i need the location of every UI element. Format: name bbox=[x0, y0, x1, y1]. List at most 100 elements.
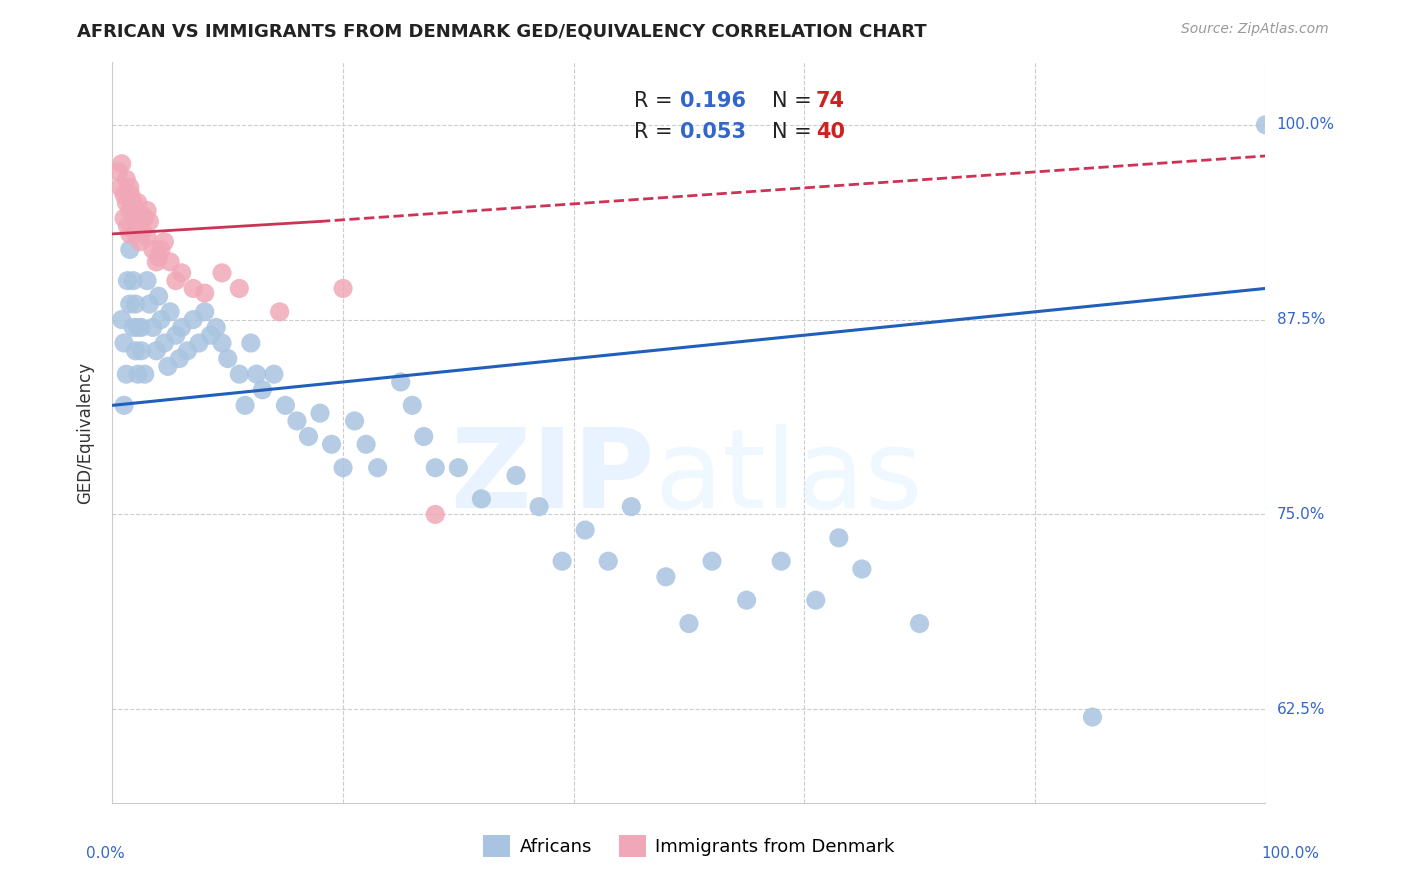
Point bbox=[118, 227, 141, 241]
Point bbox=[211, 336, 233, 351]
Text: 75.0%: 75.0% bbox=[1277, 507, 1324, 522]
Point bbox=[309, 406, 332, 420]
Point bbox=[138, 214, 160, 228]
Point bbox=[804, 593, 827, 607]
Point bbox=[169, 351, 191, 366]
Text: 0.053: 0.053 bbox=[679, 122, 745, 142]
Point bbox=[145, 255, 167, 269]
Text: 74: 74 bbox=[815, 91, 845, 111]
Point bbox=[115, 367, 138, 381]
Text: atlas: atlas bbox=[654, 424, 922, 531]
Point bbox=[228, 367, 250, 381]
Point bbox=[354, 437, 377, 451]
Point bbox=[181, 312, 204, 326]
Text: 87.5%: 87.5% bbox=[1277, 312, 1324, 327]
Point bbox=[252, 383, 274, 397]
Point bbox=[134, 367, 156, 381]
Point bbox=[118, 180, 141, 194]
Text: 40: 40 bbox=[815, 122, 845, 142]
Point bbox=[138, 297, 160, 311]
Point bbox=[124, 297, 146, 311]
Point bbox=[1081, 710, 1104, 724]
Point bbox=[470, 491, 492, 506]
Point bbox=[112, 211, 135, 226]
Point bbox=[115, 172, 138, 186]
Point bbox=[321, 437, 343, 451]
Text: 100.0%: 100.0% bbox=[1277, 117, 1334, 132]
Point bbox=[145, 343, 167, 358]
Point bbox=[117, 274, 139, 288]
Point bbox=[551, 554, 574, 568]
Point bbox=[574, 523, 596, 537]
Point bbox=[367, 460, 389, 475]
Point bbox=[332, 281, 354, 295]
Point bbox=[233, 398, 256, 412]
Text: Source: ZipAtlas.com: Source: ZipAtlas.com bbox=[1181, 22, 1329, 37]
Point bbox=[122, 320, 145, 334]
Point bbox=[118, 203, 141, 218]
Point bbox=[129, 208, 153, 222]
Point bbox=[111, 157, 134, 171]
Text: 62.5%: 62.5% bbox=[1277, 702, 1324, 717]
Text: AFRICAN VS IMMIGRANTS FROM DENMARK GED/EQUIVALENCY CORRELATION CHART: AFRICAN VS IMMIGRANTS FROM DENMARK GED/E… bbox=[77, 22, 927, 40]
Point bbox=[136, 274, 159, 288]
Point bbox=[142, 243, 165, 257]
Point bbox=[239, 336, 262, 351]
Point bbox=[127, 320, 149, 334]
Point bbox=[112, 398, 135, 412]
Point bbox=[129, 343, 153, 358]
Point bbox=[678, 616, 700, 631]
Point bbox=[343, 414, 366, 428]
Point bbox=[389, 375, 412, 389]
Point bbox=[332, 460, 354, 475]
Point bbox=[153, 336, 176, 351]
Point bbox=[149, 243, 172, 257]
Point bbox=[598, 554, 620, 568]
Point bbox=[127, 195, 149, 210]
Point bbox=[908, 616, 931, 631]
Point bbox=[127, 214, 149, 228]
Point bbox=[194, 286, 217, 301]
Point bbox=[131, 224, 153, 238]
Point bbox=[181, 281, 204, 295]
Point bbox=[527, 500, 550, 514]
Point bbox=[122, 219, 145, 233]
Point bbox=[134, 211, 156, 226]
Point bbox=[129, 320, 153, 334]
Point bbox=[505, 468, 527, 483]
Text: 100.0%: 100.0% bbox=[1261, 847, 1320, 861]
Point bbox=[111, 312, 134, 326]
Point bbox=[170, 266, 193, 280]
Point bbox=[205, 320, 228, 334]
Point bbox=[149, 312, 172, 326]
Point bbox=[165, 328, 187, 343]
Point bbox=[112, 336, 135, 351]
Point bbox=[122, 195, 145, 210]
Point bbox=[148, 289, 170, 303]
Point bbox=[851, 562, 873, 576]
Point bbox=[211, 266, 233, 280]
Point bbox=[122, 274, 145, 288]
Text: N =: N = bbox=[772, 91, 818, 111]
Point bbox=[159, 255, 181, 269]
Point bbox=[112, 188, 135, 202]
Point bbox=[127, 367, 149, 381]
Point bbox=[194, 305, 217, 319]
Text: 0.196: 0.196 bbox=[679, 91, 745, 111]
Point bbox=[120, 188, 142, 202]
Point bbox=[297, 429, 319, 443]
Point bbox=[263, 367, 285, 381]
Point bbox=[700, 554, 723, 568]
Point bbox=[176, 343, 198, 358]
Point bbox=[217, 351, 239, 366]
Point bbox=[148, 250, 170, 264]
Point bbox=[142, 320, 165, 334]
Point bbox=[136, 230, 159, 244]
Point bbox=[129, 235, 152, 249]
Point bbox=[124, 203, 146, 218]
Point bbox=[156, 359, 179, 374]
Point bbox=[770, 554, 793, 568]
Point bbox=[170, 320, 193, 334]
Legend: Africans, Immigrants from Denmark: Africans, Immigrants from Denmark bbox=[477, 828, 901, 864]
Point bbox=[735, 593, 758, 607]
